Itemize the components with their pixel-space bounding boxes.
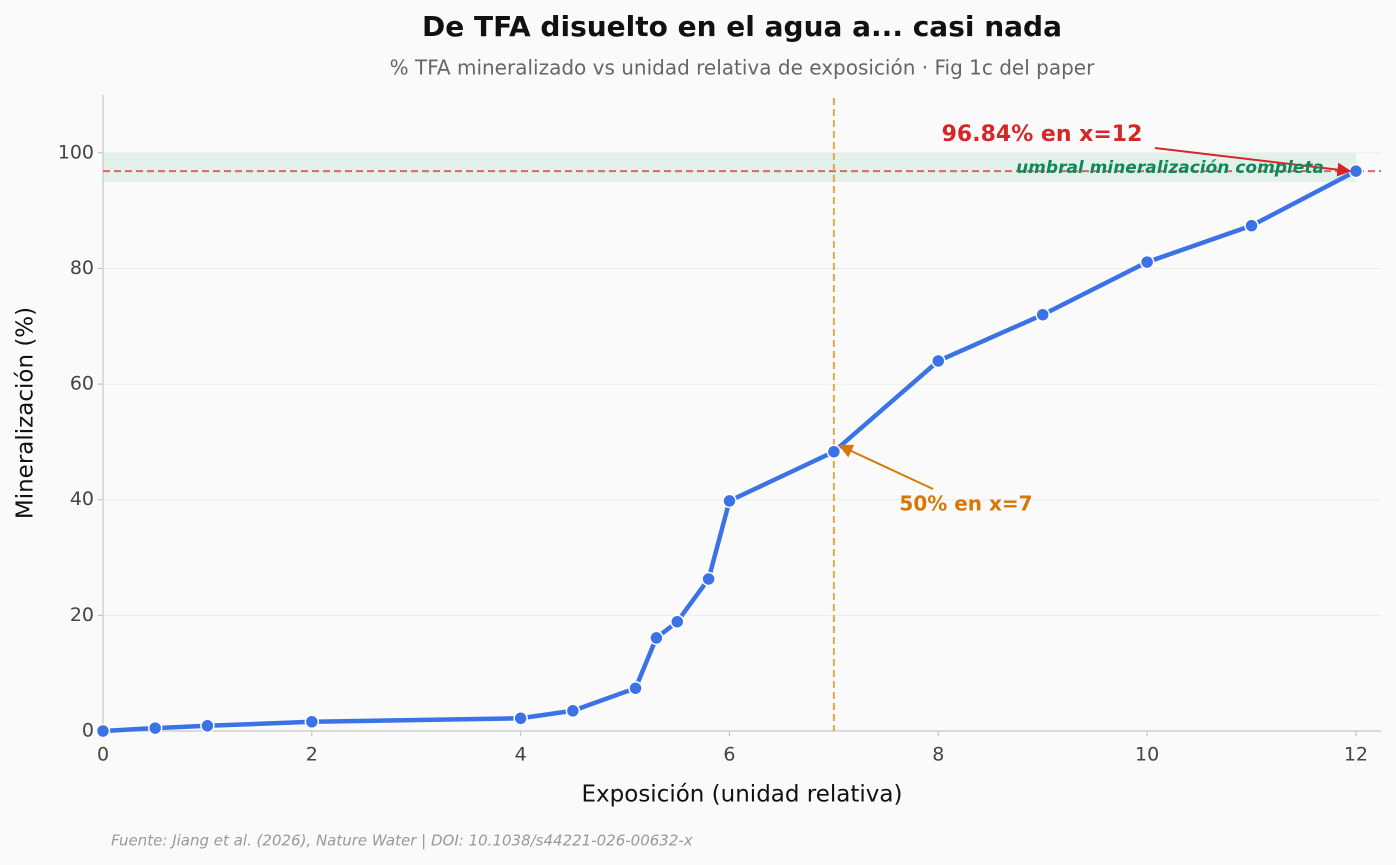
x-tick-label: 2 xyxy=(306,744,318,766)
data-point xyxy=(200,718,215,734)
chart-title: De TFA disuelto en el agua a... casi nad… xyxy=(422,10,1062,43)
annotation: 96.84% en x=12 xyxy=(942,122,1143,147)
y-tick-label: 100 xyxy=(58,141,94,163)
data-point xyxy=(147,720,163,736)
data-point xyxy=(513,711,528,726)
annotation-arrow xyxy=(838,444,934,490)
source-note: Fuente: Jiang et al. (2026), Nature Wate… xyxy=(111,832,693,850)
y-tick-label: 20 xyxy=(70,604,94,626)
data-point xyxy=(1139,254,1155,270)
y-tick-label: 40 xyxy=(70,488,94,510)
x-tick-label: 10 xyxy=(1135,744,1159,766)
data-point xyxy=(1035,307,1050,322)
y-tick-label: 80 xyxy=(70,257,94,279)
data-point xyxy=(628,680,643,696)
data-point xyxy=(931,353,946,369)
data-point xyxy=(722,493,737,509)
data-point xyxy=(670,614,685,629)
annotation-arrow xyxy=(1154,147,1352,177)
data-point xyxy=(826,444,842,459)
y-tick-label: 60 xyxy=(70,373,94,395)
x-tick-label: 12 xyxy=(1344,744,1368,766)
data-point xyxy=(565,703,581,719)
data-point xyxy=(1348,163,1364,179)
chart-subtitle: % TFA mineralizado vs unidad relativa de… xyxy=(390,56,1095,80)
x-tick-label: 6 xyxy=(723,744,735,766)
data-point xyxy=(701,571,716,587)
x-tick-label: 4 xyxy=(515,744,527,766)
y-axis-label: Mineralización (%) xyxy=(13,307,39,519)
data-point xyxy=(304,714,320,729)
data-point xyxy=(649,630,664,646)
x-axis-label: Exposición (unidad relativa) xyxy=(582,782,903,808)
annotation: 50% en x=7 xyxy=(899,492,1032,516)
threshold-band xyxy=(103,152,1356,182)
x-tick-label: 8 xyxy=(932,744,944,766)
data-point xyxy=(95,723,111,739)
data-line xyxy=(102,169,1357,734)
annotation: umbral mineralización completa xyxy=(1016,158,1324,178)
x-tick-label: 0 xyxy=(97,744,109,766)
data-point xyxy=(1244,218,1259,233)
y-tick-label: 0 xyxy=(82,720,94,742)
